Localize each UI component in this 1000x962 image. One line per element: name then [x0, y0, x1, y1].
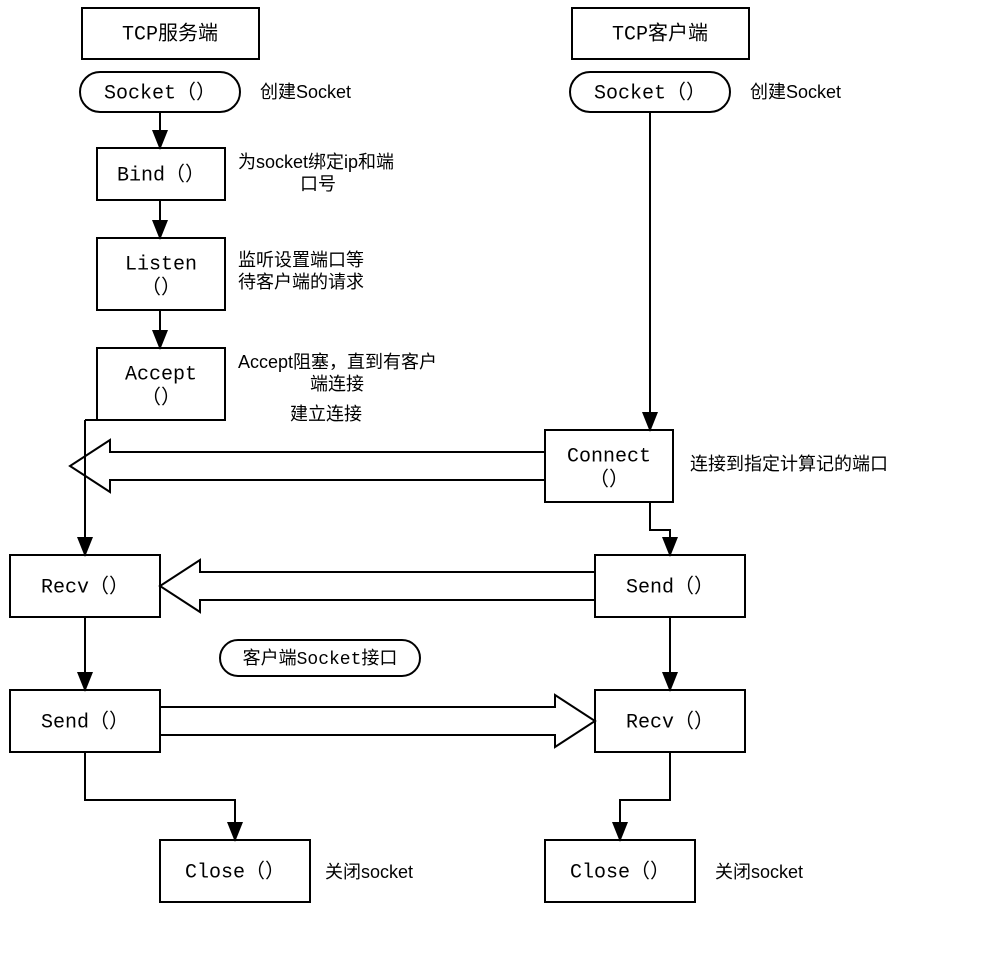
server-socket-desc: 创建Socket: [260, 82, 351, 102]
client-connect-box: Connect （）: [545, 430, 673, 502]
server-send-box: Send（）: [10, 690, 160, 752]
client-connect-label1: Connect: [567, 445, 651, 468]
server-close-desc: 关闭socket: [325, 862, 413, 882]
server-accept-label2: （）: [141, 385, 181, 410]
client-title-box: TCP客户端: [572, 8, 749, 59]
client-recv-label: Recv（）: [626, 709, 714, 734]
server-bind-desc1: 为socket绑定ip和端: [238, 152, 394, 172]
client-close-label: Close（）: [570, 859, 670, 884]
server-listen-label1: Listen: [125, 253, 197, 276]
client-send-label: Send（）: [626, 574, 714, 599]
server-listen-box: Listen （）: [97, 238, 225, 310]
client-socket-box: Socket（）: [570, 72, 730, 112]
client-socket-desc: 创建Socket: [750, 82, 841, 102]
middle-label: 客户端Socket接口: [243, 648, 398, 670]
arrow-server-send-close: [85, 752, 235, 838]
client-connect-label2: （）: [589, 467, 629, 492]
client-recv-box: Recv（）: [595, 690, 745, 752]
client-close-desc: 关闭socket: [715, 862, 803, 882]
server-recv-box: Recv（）: [10, 555, 160, 617]
hollow-arrow-connect-to-server: [70, 440, 545, 492]
client-close-box: Close（）: [545, 840, 695, 902]
server-socket-box: Socket（）: [80, 72, 240, 112]
hollow-arrow-send-to-client-recv: [160, 695, 595, 747]
server-title-box: TCP服务端: [82, 8, 259, 59]
client-socket-label: Socket（）: [594, 80, 706, 105]
client-send-box: Send（）: [595, 555, 745, 617]
client-connect-desc: 连接到指定计算记的端口: [690, 454, 888, 474]
middle-label-box: 客户端Socket接口: [220, 640, 420, 676]
hollow-arrow-send-to-recv: [160, 560, 595, 612]
server-title: TCP服务端: [122, 21, 218, 46]
server-accept-desc1: Accept阻塞，直到有客户: [238, 352, 437, 372]
arrow-client-connect-send: [650, 502, 670, 553]
server-socket-label: Socket（）: [104, 80, 216, 105]
server-recv-label: Recv（）: [41, 574, 129, 599]
server-close-box: Close（）: [160, 840, 310, 902]
server-bind-label: Bind（）: [117, 162, 205, 187]
server-bind-box: Bind（）: [97, 148, 225, 200]
server-close-label: Close（）: [185, 859, 285, 884]
server-accept-desc2: 端连接: [310, 374, 364, 394]
tcp-flow-diagram: TCP服务端 Socket（） 创建Socket Bind（） 为socket绑…: [0, 0, 1000, 962]
server-listen-label2: （）: [141, 275, 181, 300]
server-listen-desc2: 待客户端的请求: [238, 272, 364, 292]
arrow-client-recv-close: [620, 752, 670, 838]
server-accept-desc3: 建立连接: [290, 404, 362, 424]
server-accept-label1: Accept: [125, 363, 197, 386]
server-send-label: Send（）: [41, 709, 129, 734]
client-title: TCP客户端: [612, 21, 708, 46]
server-listen-desc1: 监听设置端口等: [238, 250, 364, 270]
server-bind-desc2: 口号: [300, 174, 336, 194]
server-accept-box: Accept （）: [97, 348, 225, 420]
